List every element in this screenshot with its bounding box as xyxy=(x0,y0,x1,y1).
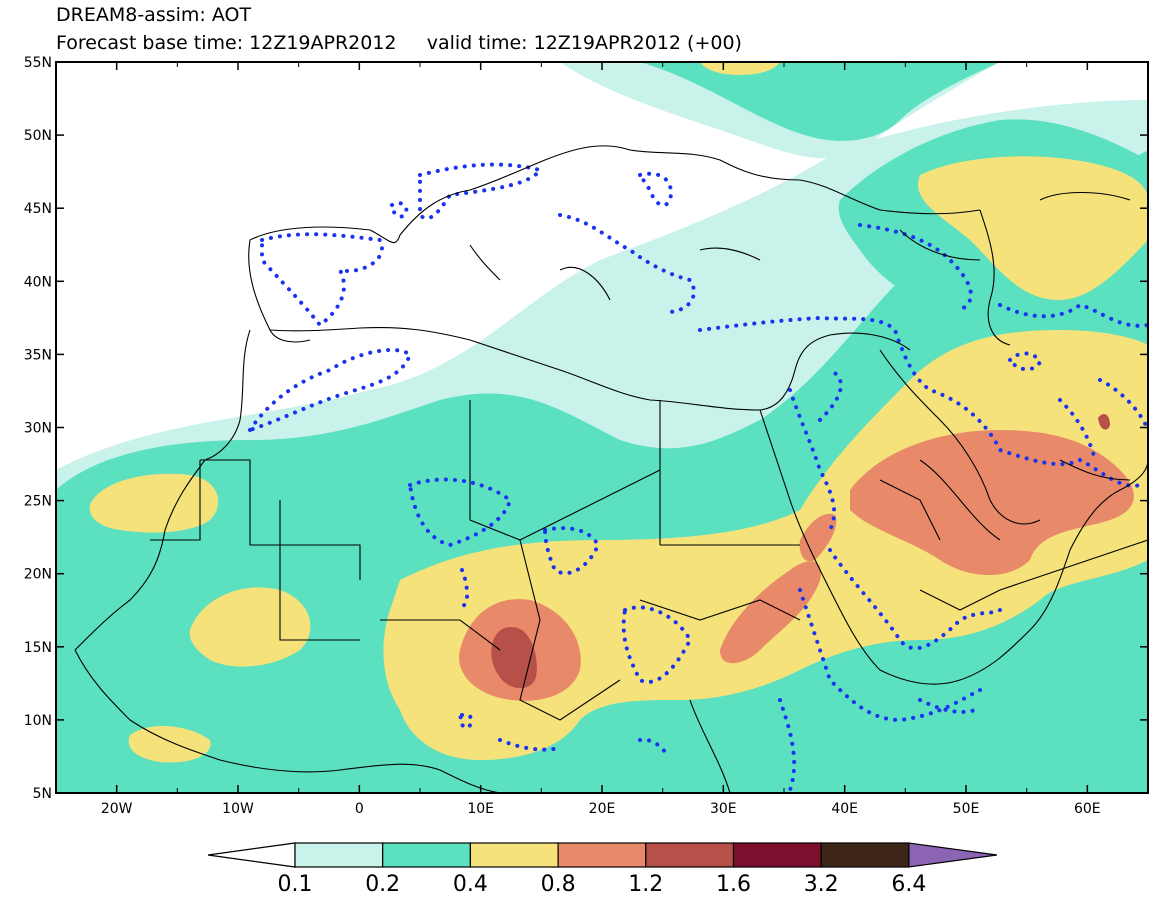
forecast-time-subtitle: Forecast base time: 12Z19APR2012 valid t… xyxy=(56,32,742,54)
aot-level-2-region xyxy=(56,595,100,660)
lat-tick-label: 5N xyxy=(33,786,52,802)
lon-tick-label: 30E xyxy=(710,801,737,817)
lat-tick-label: 10N xyxy=(24,713,52,729)
colorbar-segment xyxy=(732,842,822,868)
lat-tick-label: 25N xyxy=(24,494,52,510)
lon-tick-label: 10E xyxy=(467,801,494,817)
lon-tick-label: 60E xyxy=(1074,801,1101,817)
lat-tick-label: 30N xyxy=(24,421,52,437)
colorbar-high-arrow xyxy=(908,842,997,868)
colorbar-segment xyxy=(645,842,735,868)
coastline-outlines xyxy=(74,145,1148,793)
map-title: DREAM8-assim: AOT xyxy=(56,4,252,26)
colorbar-label: 1.2 xyxy=(628,872,663,897)
lon-tick-label: 20E xyxy=(589,801,616,817)
lon-tick-label: 40E xyxy=(831,801,858,817)
aot-level-5-region xyxy=(491,626,537,689)
lon-tick-label: 50E xyxy=(953,801,980,817)
lon-tick-label: 10W xyxy=(222,801,254,817)
aot-level-3-region xyxy=(128,725,211,763)
lat-tick-label: 40N xyxy=(24,274,52,290)
latitude-axis: 55N 50N 45N 40N 35N 30N 25N 20N 15N 10N 5N xyxy=(24,55,1148,802)
aot-level-4-region xyxy=(720,561,821,664)
colorbar-segment xyxy=(820,842,910,868)
lat-tick-label: 55N xyxy=(24,55,52,71)
colorbar-label: 0.2 xyxy=(365,872,400,897)
longitude-axis: 20W 10W 0 10E 20E 30E 40E 50E 60E xyxy=(55,62,1149,817)
colorbar-segment xyxy=(382,842,472,868)
aot-level-5-region xyxy=(1098,414,1110,430)
aot-field xyxy=(56,62,1148,793)
colorbar-label: 6.4 xyxy=(891,872,926,897)
aot-level-3-region xyxy=(700,62,780,75)
lon-tick-label: 20W xyxy=(101,801,133,817)
colorbar-label: 1.6 xyxy=(716,872,751,897)
colorbar-label: 0.4 xyxy=(453,872,488,897)
aot-level-3-region xyxy=(89,473,219,533)
colorbar-segment xyxy=(557,842,647,868)
colorbar-label: 0.8 xyxy=(541,872,576,897)
colorbar-label: 0.1 xyxy=(278,872,313,897)
aot-level-4-region xyxy=(850,430,1134,575)
colorbar-label: 3.2 xyxy=(804,872,839,897)
lat-tick-label: 20N xyxy=(24,567,52,583)
aot-level-4-region xyxy=(799,513,837,562)
lat-tick-label: 35N xyxy=(24,347,52,363)
lat-tick-label: 15N xyxy=(24,640,52,656)
colorbar: 0.1 0.2 0.4 0.8 1.2 1.6 3.2 6.4 xyxy=(207,842,997,897)
aot-level-2-region xyxy=(640,62,1000,141)
colorbar-low-arrow xyxy=(207,842,296,868)
lat-tick-label: 50N xyxy=(24,128,52,144)
observation-dot-contours xyxy=(245,162,1148,792)
lat-tick-label: 45N xyxy=(24,201,52,217)
lon-tick-label: 0 xyxy=(355,801,364,817)
colorbar-segment xyxy=(294,842,384,868)
colorbar-segment xyxy=(469,842,559,868)
